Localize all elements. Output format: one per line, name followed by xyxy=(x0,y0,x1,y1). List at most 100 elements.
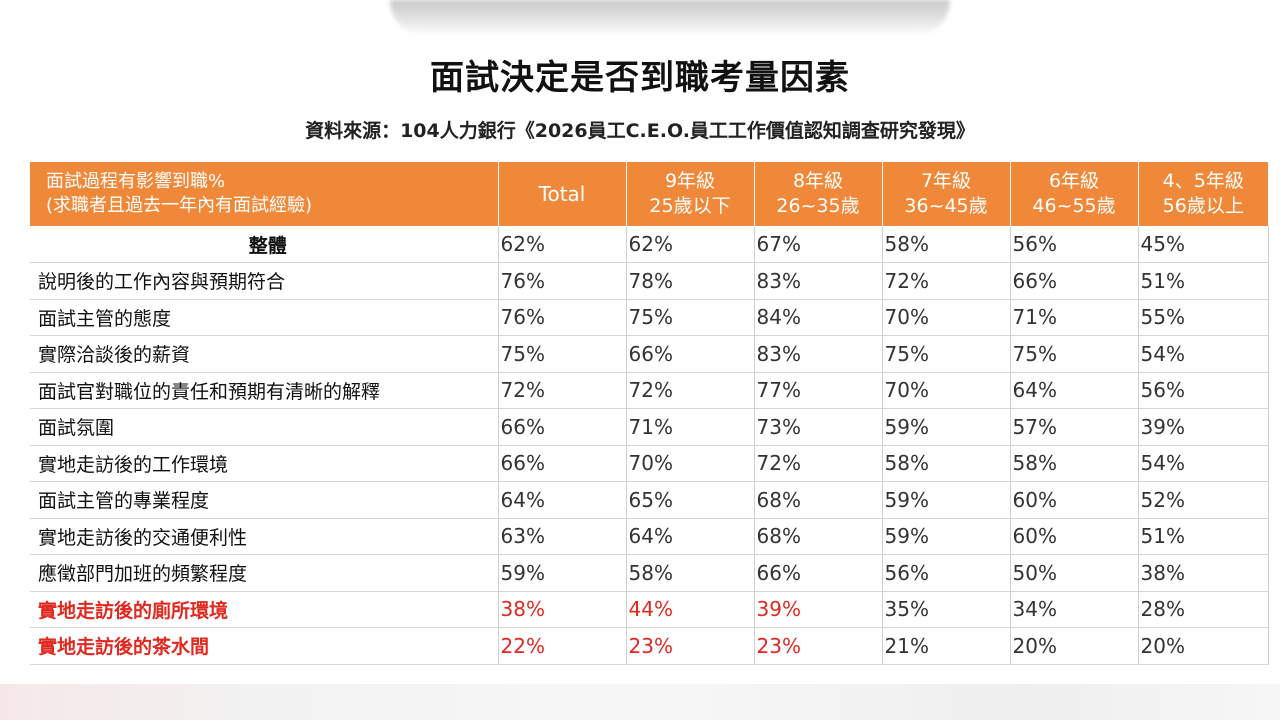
value-cell: 57% xyxy=(1010,408,1139,446)
value-cell: 39% xyxy=(754,591,883,628)
value-cell: 66% xyxy=(754,554,883,592)
header-gen7: 7年級 36~45歲 xyxy=(881,162,1010,226)
header-gen8: 8年級 26~35歲 xyxy=(753,162,882,226)
table-row: 應徵部門加班的頻繁程度 59% 58% 66% 56% 50% 38% xyxy=(30,554,1269,592)
header-col-line1: 7年級 xyxy=(920,170,972,192)
table-row: 面試官對職位的責任和預期有清晰的解釋 72% 72% 77% 70% 64% 56% xyxy=(30,372,1269,409)
table-row: 實際洽談後的薪資 75% 66% 83% 75% 75% 54% xyxy=(30,335,1269,373)
row-label: 說明後的工作內容與預期符合 xyxy=(30,262,499,300)
header-col-line1: 6年級 xyxy=(1048,170,1100,192)
table-row: 面試主管的專業程度 64% 65% 68% 59% 60% 52% xyxy=(30,481,1269,519)
row-label: 實地走訪後的茶水間 xyxy=(30,627,499,665)
header-label-cell: 面試過程有影響到職% (求職者且過去一年內有面試經驗) xyxy=(30,162,498,226)
row-label: 實地走訪後的廁所環境 xyxy=(30,591,499,628)
row-label: 面試主管的專業程度 xyxy=(30,481,499,519)
table-row: 實地走訪後的交通便利性 63% 64% 68% 59% 60% 51% xyxy=(30,518,1269,555)
header-col-line2: 36~45歲 xyxy=(904,195,988,217)
value-cell: 68% xyxy=(754,481,883,519)
top-shadow-decoration xyxy=(390,0,950,36)
header-total: Total xyxy=(497,162,626,226)
value-cell: 28% xyxy=(1138,591,1269,628)
header-gen45: 4、5年級 56歲以上 xyxy=(1137,162,1268,226)
value-cell: 64% xyxy=(1010,372,1139,409)
table-row: 說明後的工作內容與預期符合 76% 78% 83% 72% 66% 51% xyxy=(30,262,1269,300)
value-cell: 76% xyxy=(498,262,627,300)
value-cell: 58% xyxy=(626,554,755,592)
page-title: 面試決定是否到職考量因素 xyxy=(430,58,850,98)
header-col-line1: 9年級 xyxy=(664,170,716,192)
value-cell: 75% xyxy=(498,335,627,373)
value-cell: 58% xyxy=(1010,445,1139,482)
value-cell: 64% xyxy=(498,481,627,519)
value-cell: 73% xyxy=(754,408,883,446)
value-cell: 66% xyxy=(498,408,627,446)
value-cell: 83% xyxy=(754,262,883,300)
row-label: 面試官對職位的責任和預期有清晰的解釋 xyxy=(30,372,499,409)
value-cell: 51% xyxy=(1138,262,1269,300)
header-col-line2: 56歲以上 xyxy=(1162,195,1244,217)
value-cell: 66% xyxy=(1010,262,1139,300)
table-row: 實地走訪後的工作環境 66% 70% 72% 58% 58% 54% xyxy=(30,445,1269,482)
value-cell: 63% xyxy=(498,518,627,555)
value-cell: 60% xyxy=(1010,481,1139,519)
value-cell: 34% xyxy=(1010,591,1139,628)
value-cell: 52% xyxy=(1138,481,1269,519)
value-cell: 71% xyxy=(1010,299,1139,336)
value-cell: 72% xyxy=(498,372,627,409)
row-label: 應徵部門加班的頻繁程度 xyxy=(30,554,499,592)
value-cell: 23% xyxy=(626,627,755,665)
value-cell: 54% xyxy=(1138,445,1269,482)
value-cell: 77% xyxy=(754,372,883,409)
value-cell: 62% xyxy=(498,226,627,263)
value-cell: 59% xyxy=(882,408,1011,446)
value-cell: 56% xyxy=(882,554,1011,592)
row-label: 整體 xyxy=(30,226,499,263)
value-cell: 38% xyxy=(498,591,627,628)
row-label: 實地走訪後的工作環境 xyxy=(30,445,499,482)
value-cell: 70% xyxy=(626,445,755,482)
value-cell: 65% xyxy=(626,481,755,519)
value-cell: 75% xyxy=(1010,335,1139,373)
header-label-line2: (求職者且過去一年內有面試經驗) xyxy=(46,195,313,216)
table-row: 面試氛圍 66% 71% 73% 59% 57% 39% xyxy=(30,408,1269,446)
value-cell: 84% xyxy=(754,299,883,336)
value-cell: 72% xyxy=(882,262,1011,300)
table-row: 面試主管的態度 76% 75% 84% 70% 71% 55% xyxy=(30,299,1269,336)
row-label: 面試主管的態度 xyxy=(30,299,499,336)
value-cell: 75% xyxy=(626,299,755,336)
value-cell: 59% xyxy=(498,554,627,592)
value-cell: 59% xyxy=(882,481,1011,519)
value-cell: 23% xyxy=(754,627,883,665)
header-gen9: 9年級 25歲以下 xyxy=(625,162,754,226)
header-col-line1: 8年級 xyxy=(792,170,844,192)
value-cell: 66% xyxy=(626,335,755,373)
table-body: 整體 62% 62% 67% 58% 56% 45% 說明後的工作內容與預期符合 76% 78% 8… xyxy=(30,226,1269,665)
row-label: 實地走訪後的交通便利性 xyxy=(30,518,499,555)
source-subtitle: 資料來源：104人力銀行《2026員工C.E.O.員工工作價值認知調查研究發現》 xyxy=(305,120,975,142)
row-label: 實際洽談後的薪資 xyxy=(30,335,499,373)
table-header-row: 面試過程有影響到職% (求職者且過去一年內有面試經驗) Total 9年級 25… xyxy=(30,162,1268,226)
value-cell: 70% xyxy=(882,372,1011,409)
header-col-line2: 26~35歲 xyxy=(776,195,860,217)
value-cell: 35% xyxy=(882,591,1011,628)
value-cell: 56% xyxy=(1138,372,1269,409)
header-col-line1: 4、5年級 xyxy=(1162,170,1244,192)
header-col-line2: 25歲以下 xyxy=(649,195,731,217)
value-cell: 20% xyxy=(1138,627,1269,665)
header-col-line2: 46~55歲 xyxy=(1032,195,1116,217)
value-cell: 72% xyxy=(626,372,755,409)
value-cell: 44% xyxy=(626,591,755,628)
table-row: 整體 62% 62% 67% 58% 56% 45% xyxy=(30,226,1269,263)
value-cell: 60% xyxy=(1010,518,1139,555)
value-cell: 64% xyxy=(626,518,755,555)
value-cell: 76% xyxy=(498,299,627,336)
header-col-line1: Total xyxy=(538,181,586,206)
value-cell: 72% xyxy=(754,445,883,482)
value-cell: 71% xyxy=(626,408,755,446)
value-cell: 22% xyxy=(498,627,627,665)
value-cell: 56% xyxy=(1010,226,1139,263)
value-cell: 59% xyxy=(882,518,1011,555)
value-cell: 45% xyxy=(1138,226,1269,263)
value-cell: 75% xyxy=(882,335,1011,373)
value-cell: 58% xyxy=(882,445,1011,482)
